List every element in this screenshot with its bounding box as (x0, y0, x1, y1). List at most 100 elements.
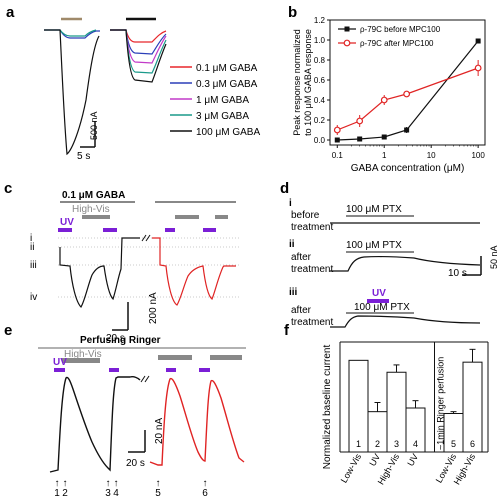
event-label-4: 4 (113, 488, 119, 499)
data-point-b-circle (403, 90, 411, 98)
bar-number-f: 5 (451, 439, 456, 449)
panel-b: b 0.0 0.2 0.4 0.6 0.8 1.0 1.2 0.1 1 10 100 GABA con… (288, 4, 486, 174)
y-axis-title-b: Peak response normalizedto 100 μM GABA r… (292, 29, 313, 136)
perfusion-title-e: Perfusing Ringer (80, 335, 161, 346)
event-label-3: 3 (105, 488, 111, 499)
bar-number-f: 6 (470, 439, 475, 449)
uv-bar-e-1 (54, 368, 65, 372)
axis-break-e-2 (144, 375, 150, 383)
event-arrow-4: ↑ (114, 478, 119, 489)
condition-d-i-2: treatment (291, 222, 333, 233)
ytick-label-b: 1.0 (314, 36, 326, 45)
level-label-i: i (30, 233, 32, 244)
uv-label-e: UV (53, 357, 67, 368)
condition-d-iii-1: after (291, 305, 312, 316)
panel-label-a: a (6, 4, 15, 21)
condition-d-iii-2: treatment (291, 317, 333, 328)
ytick-label-b: 0.0 (314, 136, 326, 145)
uv-bar-c-4 (203, 228, 216, 232)
legend-b-label: ρ-79C after MPC100 (360, 39, 434, 48)
level-label-iv: iv (30, 292, 37, 303)
legend-a-label: 1 μM GABA (196, 95, 249, 106)
data-point-b-square (334, 137, 340, 143)
scale-label-a-y: 500 nA (89, 111, 99, 140)
legend-a-label: 0.3 μM GABA (196, 79, 258, 90)
series-line-b-0 (337, 40, 479, 141)
xtick-label-b: 1 (382, 151, 387, 160)
data-point-b-square (357, 136, 363, 142)
uv-label-d: UV (372, 288, 386, 299)
uv-bar-c-1 (58, 228, 72, 232)
data-point-b-circle (474, 64, 482, 72)
data-point-b-square (404, 127, 410, 133)
level-label-iii: iii (30, 260, 37, 271)
uv-label-c: UV (60, 217, 74, 228)
baseline-current-bar-chart: ~1min Ringer perfusion1Low-Vis2UV3High-V… (322, 341, 489, 486)
ytick-label-b: 0.8 (314, 56, 326, 65)
y-axis-title-f: Normalized baseline current (322, 345, 333, 470)
trace-a-right-red (110, 29, 167, 43)
event-markers-e: ↑ 1 ↑ 2 ↑ 3 ↑ 4 ↑ 5 ↑ 6 (54, 478, 208, 499)
uv-bar-c-2 (103, 228, 117, 232)
drug-label-d-iii: 100 μM PTX (354, 302, 410, 313)
condition-d-ii-2: treatment (291, 264, 333, 275)
legend-a: 0.1 μM GABA 0.3 μM GABA 1 μM GABA 3 μM GABA… (170, 63, 260, 138)
high-vis-bar-e-3 (210, 355, 242, 360)
plot-frame-b (329, 19, 486, 146)
row-label-d-iii: iii (289, 287, 298, 298)
bar-f (348, 359, 369, 453)
bar-number-f: 2 (375, 439, 380, 449)
legend-a-label: 0.1 μM GABA (196, 63, 258, 74)
bar-number-f: 1 (356, 439, 361, 449)
axis-break-c-1 (141, 234, 147, 242)
high-vis-bar-c-2 (175, 215, 199, 219)
high-vis-bar-c-3 (215, 215, 228, 219)
high-vis-label-c: High-Vis (72, 204, 110, 215)
stimulus-label-c: 0.1 μM GABA (62, 190, 125, 201)
panel-label-f: f (284, 322, 290, 339)
legend-a-label: 3 μM GABA (196, 111, 249, 122)
panel-c: c 0.1 μM GABA High-Vis UV i ii iii iv 20… (4, 180, 240, 344)
legend-b-circle (343, 39, 351, 47)
trace-d-iii (330, 315, 481, 328)
trace-e-black (49, 376, 141, 473)
panel-label-e: e (4, 322, 12, 339)
x-axis-title-b: GABA concentration (μM) (351, 163, 465, 174)
xtick-label-b: 100 (471, 151, 485, 160)
event-label-6: 6 (202, 488, 208, 499)
scale-label-e-x: 20 s (126, 458, 145, 469)
y-axis-title-line2: to 100 μM GABA response (303, 29, 313, 136)
category-label-f: UV (405, 452, 420, 468)
scale-label-d-x: 10 s (448, 268, 467, 279)
legend-a-label: 100 μM GABA (196, 127, 260, 138)
event-label-2: 2 (62, 488, 68, 499)
panel-e: e Perfusing Ringer High-Vis UV 20 nA 20 … (4, 322, 246, 499)
panel-d: d i before treatment 100 μM PTX ii after… (280, 180, 498, 328)
high-vis-bar-c-1 (82, 215, 110, 219)
panel-a: a 500 nA 5 s 0.1 μM GABA 0.3 μM GABA 1 μM … (6, 4, 260, 162)
event-arrow-2: ↑ (63, 478, 68, 489)
level-label-ii: ii (30, 242, 34, 253)
dose-response-chart: 0.0 0.2 0.4 0.6 0.8 1.0 1.2 0.1 1 10 100 GABA conce… (292, 16, 486, 174)
scale-label-a-x: 5 s (77, 151, 90, 162)
data-point-b-circle (380, 96, 388, 104)
panel-f: f ~1min Ringer perfusion1Low-Vis2UV3High… (284, 322, 489, 486)
scale-label-c-x: 20 s (106, 333, 125, 344)
axis-break-e-1 (140, 375, 146, 383)
high-vis-label-e: High-Vis (64, 349, 102, 360)
trace-a-right-black (110, 29, 167, 83)
row-label-d-ii: ii (289, 239, 295, 250)
uv-bar-e-3 (166, 368, 176, 372)
data-point-b-square (475, 38, 481, 44)
category-label-f: UV (367, 452, 382, 468)
high-vis-bar-e-2 (158, 355, 192, 360)
event-arrow-5: ↑ (156, 478, 161, 489)
uv-bar-e-2 (109, 368, 119, 372)
event-label-5: 5 (155, 488, 161, 499)
separator-label-f: ~1min Ringer perfusion (436, 357, 446, 450)
panel-label-c: c (4, 180, 12, 197)
high-vis-bar-e-1 (62, 358, 100, 363)
legend-b-label: ρ-79C before MPC100 (360, 25, 441, 34)
drug-label-d-i: 100 μM PTX (346, 204, 402, 215)
